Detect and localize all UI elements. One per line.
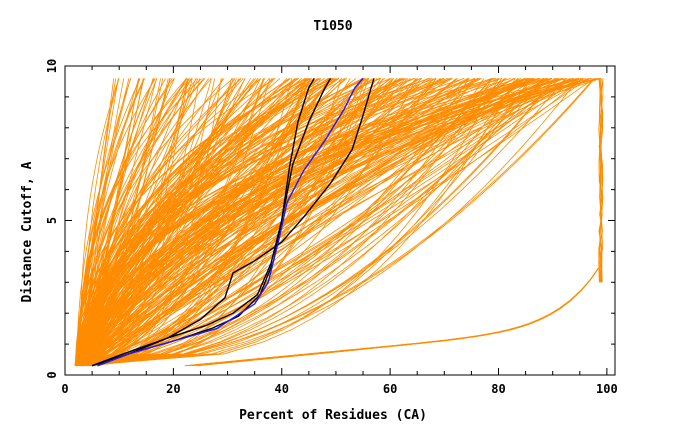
x-tick-label: 0 bbox=[61, 382, 68, 396]
x-tick-label: 20 bbox=[166, 382, 180, 396]
x-tick-label: 100 bbox=[596, 382, 618, 396]
x-axis-label: Percent of Residues (CA) bbox=[239, 408, 427, 423]
x-tick-label: 80 bbox=[491, 382, 505, 396]
chart-title: T1050 bbox=[313, 19, 352, 34]
x-tick-label: 40 bbox=[275, 382, 289, 396]
y-tick-label: 5 bbox=[45, 217, 59, 224]
y-tick-label: 10 bbox=[45, 59, 59, 73]
x-tick-label: 60 bbox=[383, 382, 397, 396]
y-axis-label: Distance Cutoff, A bbox=[20, 161, 35, 302]
y-tick-label: 0 bbox=[45, 371, 59, 378]
